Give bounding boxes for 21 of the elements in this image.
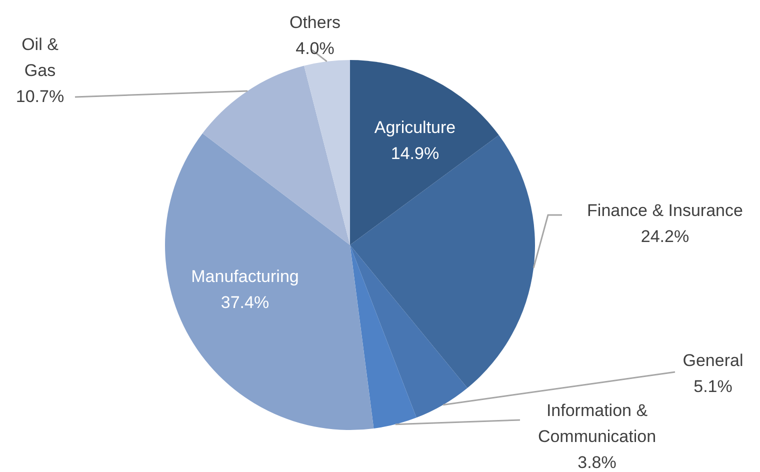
data-label: 10.7% bbox=[16, 86, 64, 106]
slice-label: Oil & Gas bbox=[22, 34, 60, 80]
pie-slice bbox=[350, 135, 535, 388]
slice-label: Agriculture bbox=[374, 118, 456, 136]
slice-label: Manufacturing bbox=[191, 266, 299, 286]
data-label: 4.0% bbox=[296, 38, 334, 58]
slice-label: Information & Communication bbox=[538, 400, 656, 446]
pie-slice bbox=[304, 60, 350, 245]
data-label: 14.9% bbox=[390, 144, 440, 162]
pie-slice bbox=[350, 245, 468, 418]
pie-slice bbox=[165, 133, 374, 430]
slice-label: Others bbox=[289, 12, 341, 32]
data-label: 37.4% bbox=[220, 292, 270, 312]
pie-slice bbox=[350, 245, 416, 428]
slice-label: Finance & Insurance bbox=[587, 200, 743, 220]
slice-label: General bbox=[682, 350, 744, 370]
pie-slice bbox=[350, 60, 499, 245]
pie-slice bbox=[202, 66, 350, 245]
data-label: 5.1% bbox=[694, 376, 732, 396]
data-label: 3.8% bbox=[578, 452, 616, 472]
data-label: 24.2% bbox=[640, 226, 690, 246]
